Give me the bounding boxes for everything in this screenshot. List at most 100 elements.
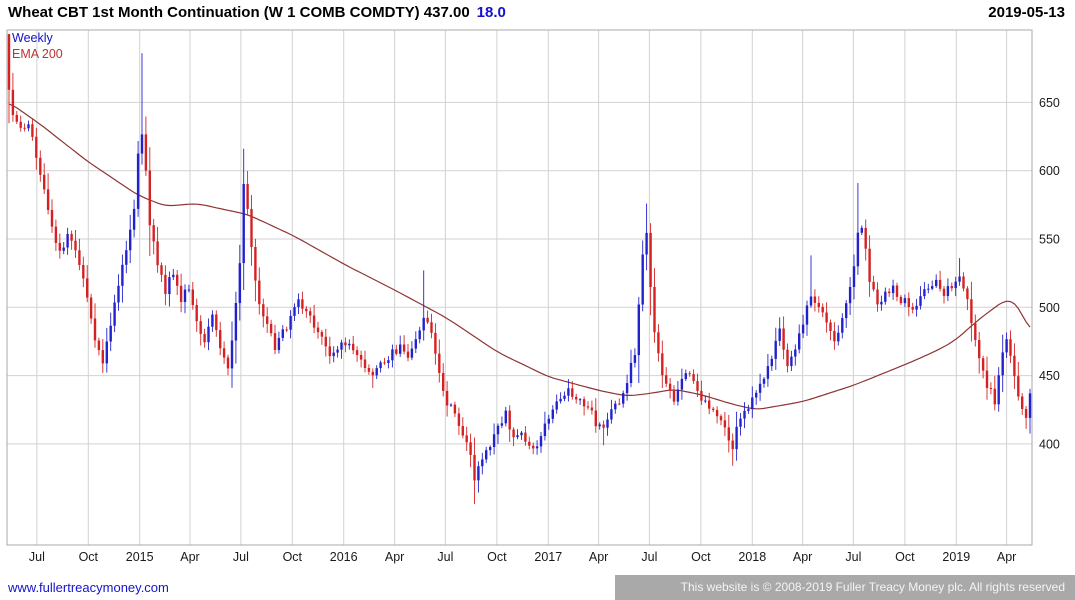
candle-body: [567, 388, 570, 396]
candle-body: [277, 337, 281, 351]
candle-body: [532, 445, 535, 449]
x-axis-label: Oct: [487, 550, 507, 564]
y-axis-label: 450: [1039, 369, 1060, 383]
candle-body: [414, 339, 417, 349]
candle-body: [324, 336, 327, 347]
candle-body: [410, 348, 414, 358]
candle-body: [543, 423, 547, 437]
candle-body: [379, 362, 382, 369]
candle-body: [876, 289, 879, 305]
candle-body: [136, 153, 140, 209]
candle-body: [117, 285, 120, 303]
y-axis-label: 650: [1039, 96, 1060, 110]
chart-date: 2019-05-13: [988, 4, 1065, 21]
candle-body: [946, 286, 950, 296]
candle-body: [747, 409, 750, 411]
candle-body: [895, 285, 899, 297]
candle-body: [418, 330, 421, 340]
candle-body: [598, 424, 601, 427]
candle-body: [97, 340, 101, 351]
candle-body: [923, 289, 926, 297]
candle-body: [262, 304, 265, 317]
candle-body: [383, 362, 386, 364]
candle-body: [766, 366, 770, 379]
footer-site-link[interactable]: www.fullertreacymoney.com: [8, 580, 169, 595]
candle-body: [176, 274, 179, 286]
candle-body: [578, 399, 582, 401]
candle-body: [172, 274, 175, 278]
candle-body: [328, 346, 331, 357]
x-axis-label: Oct: [895, 550, 915, 564]
candlestick-chart[interactable]: 650 600 550 500 450 400 Jul Oct 2015 Apr Jul Oct 201…: [0, 26, 1075, 574]
candle-body: [606, 419, 609, 428]
candle-body: [35, 136, 38, 158]
candle-body: [309, 311, 312, 316]
x-axis-label: 2017: [534, 550, 562, 564]
candle-body: [614, 403, 617, 410]
x-axis-label: Jul: [641, 550, 657, 564]
legend-timeframe-label: Weekly: [12, 31, 53, 45]
candle-body: [489, 447, 492, 451]
candle-body: [113, 302, 116, 326]
candle-body: [915, 305, 918, 310]
candle-body: [316, 327, 320, 333]
candle-body: [70, 233, 73, 241]
candle-body: [801, 324, 805, 334]
candle-body: [641, 254, 644, 305]
candle-body: [508, 410, 511, 430]
candle-body: [66, 233, 69, 248]
candle-body: [281, 329, 284, 338]
candle-body: [884, 291, 887, 302]
candle-body: [215, 314, 218, 331]
candle-body: [571, 388, 574, 397]
candle-body: [625, 383, 629, 394]
candle-body: [144, 134, 148, 171]
candle-body: [312, 315, 316, 328]
candle-body: [688, 373, 691, 375]
x-axis-label: 2015: [126, 550, 154, 564]
candle-body: [449, 404, 453, 406]
candle-body: [27, 124, 30, 129]
candle-body: [86, 278, 89, 298]
y-axis-label: 500: [1039, 301, 1060, 315]
candle-body: [226, 357, 230, 369]
candle-body: [872, 281, 875, 290]
candle-body: [496, 425, 500, 435]
candle-body: [39, 157, 42, 175]
candle-body: [238, 263, 241, 304]
candle-body: [942, 288, 946, 296]
candle-body: [911, 307, 914, 310]
candle-body: [665, 375, 668, 384]
legend-ema-label: EMA 200: [12, 47, 63, 61]
candle-body: [837, 332, 840, 342]
candle-body: [825, 312, 828, 323]
chart-title: Wheat CBT 1st Month Continuation (W 1 CO…: [8, 4, 506, 21]
candle-body: [981, 358, 985, 371]
header: Wheat CBT 1st Month Continuation (W 1 CO…: [0, 0, 1075, 26]
candle-body: [575, 396, 578, 400]
candle-body: [348, 343, 351, 346]
candle-body: [78, 250, 81, 265]
candle-body: [246, 184, 249, 209]
candle-body: [739, 418, 742, 427]
candle-body: [755, 392, 758, 398]
candle-body: [684, 373, 687, 379]
candle-body: [817, 302, 820, 307]
candle-body: [978, 340, 981, 359]
candle-body: [798, 333, 801, 350]
candle-body: [156, 241, 159, 266]
x-axis-label: Oct: [283, 550, 303, 564]
candle-body: [938, 279, 942, 289]
candle-body: [285, 329, 288, 331]
candle-body: [778, 328, 781, 341]
candle-body: [563, 395, 566, 399]
candle-body: [359, 355, 363, 360]
y-axis-label: 550: [1039, 233, 1060, 247]
candle-body: [438, 353, 441, 373]
candle-body: [230, 340, 234, 369]
candle-body: [535, 446, 539, 449]
candle-body: [692, 374, 695, 381]
chart-legend: Weekly EMA 200: [12, 30, 63, 62]
candle-body: [958, 276, 961, 282]
